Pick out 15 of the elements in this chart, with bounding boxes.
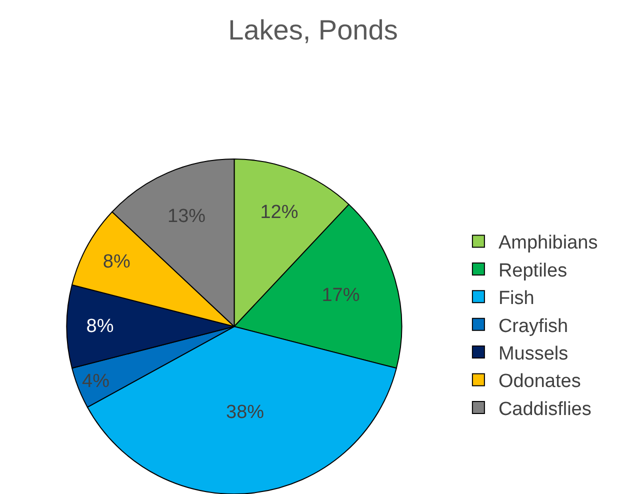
data-label: 38%: [226, 402, 264, 424]
data-label: 8%: [102, 251, 130, 272]
data-label: 13%: [168, 206, 206, 228]
data-label: 8%: [86, 316, 114, 338]
data-label: 4%: [82, 370, 110, 392]
legend-label: Caddisflies: [498, 398, 592, 420]
legend-label: Amphibians: [498, 232, 598, 254]
legend-label: Fish: [498, 288, 534, 310]
legend-label: Mussels: [498, 343, 568, 364]
legend-label: Reptiles: [498, 260, 568, 282]
legend-label: Odonates: [498, 371, 581, 392]
data-label: 17%: [322, 285, 360, 306]
chart-title: Lakes, Ponds: [228, 14, 398, 46]
legend-label: Crayfish: [498, 316, 568, 337]
data-label: 12%: [260, 202, 298, 224]
